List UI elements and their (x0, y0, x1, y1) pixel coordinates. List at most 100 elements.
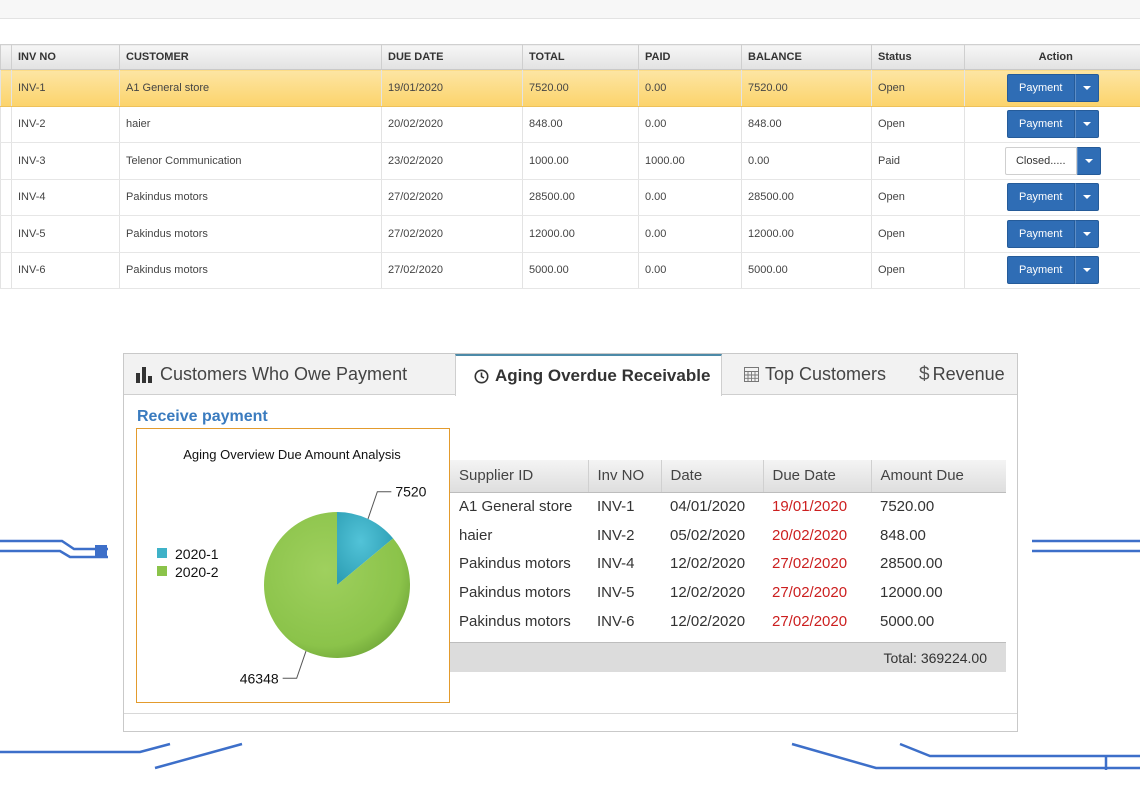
action-dropdown-toggle[interactable] (1074, 219, 1099, 248)
inv-no-cell: INV-3 (11, 142, 120, 180)
action-dropdown-toggle[interactable] (1074, 110, 1099, 139)
pie-chart-canvas: Aging Overview Due Amount Analysis 2020-… (157, 447, 427, 686)
aging-receivable-table: Supplier ID Inv NO Date Due Date Amount … (450, 460, 1006, 636)
action-button-group: Payment (1006, 73, 1099, 102)
invoice-row[interactable]: INV-3 Telenor Communication 23/02/2020 1000… (0, 142, 1140, 180)
column-header-customer[interactable]: CUSTOMER (119, 44, 382, 70)
paid-cell: 0.00 (638, 179, 742, 216)
column-header-supplier-id[interactable]: Supplier ID (450, 460, 588, 493)
panel-footer-divider (124, 713, 1017, 714)
invoice-row[interactable]: INV-2 haier 20/02/2020 848.00 0.00 848.00 Open… (0, 106, 1140, 143)
column-header-action: Action (964, 44, 1140, 70)
aging-row[interactable]: A1 General store INV-1 04/01/2020 19/01/202… (450, 492, 1006, 521)
due-date-cell: 19/01/2020 (772, 498, 848, 516)
invoice-row[interactable]: INV-1 A1 General store 19/01/2020 7520.00 0.… (0, 69, 1140, 107)
aging-pie-chart: Aging Overview Due Amount Analysis 2020-… (136, 428, 450, 703)
pie-slice-2020-1[interactable] (337, 512, 394, 585)
row-selector[interactable] (0, 252, 12, 289)
due-date-cell: 27/02/2020 (381, 252, 523, 289)
due-date-cell: 27/02/2020 (381, 215, 523, 253)
action-button-group: Payment (1006, 256, 1099, 285)
balance-cell: 5000.00 (741, 252, 872, 289)
payment-button[interactable]: Payment (1006, 219, 1075, 248)
pie-slice-2020-2[interactable] (264, 512, 410, 658)
total-cell: 28500.00 (522, 179, 639, 216)
action-dropdown-toggle[interactable] (1074, 73, 1099, 102)
column-header-inv-no[interactable]: Inv NO (587, 460, 661, 493)
action-button-group: Payment (1006, 219, 1099, 248)
data-label-2020-1: 7520 (395, 484, 426, 500)
date-cell: 04/01/2020 (670, 498, 746, 516)
supplier-cell: Pakindus motors (459, 555, 571, 573)
tab-top-customers[interactable]: Top Customers (722, 354, 902, 395)
calendar-icon (744, 367, 759, 382)
due-date-cell: 27/02/2020 (381, 179, 523, 216)
column-header-due-date[interactable]: DUE DATE (381, 44, 523, 70)
inv-no-cell: INV-6 (597, 613, 635, 631)
top-toolbar-strip (0, 0, 1140, 19)
status-cell: Open (871, 69, 965, 107)
payment-button[interactable]: Payment (1006, 256, 1075, 285)
column-header-balance[interactable]: BALANCE (741, 44, 872, 70)
customer-cell: A1 General store (119, 69, 382, 107)
row-selector[interactable] (0, 179, 12, 216)
aging-row[interactable]: Pakindus motors INV-5 12/02/2020 27/02/2020… (450, 578, 1006, 607)
aging-header-row: Supplier ID Inv NO Date Due Date Amount … (450, 460, 1006, 493)
aging-row[interactable]: Pakindus motors INV-6 12/02/2020 27/02/2020… (450, 607, 1006, 636)
row-selector[interactable] (0, 215, 12, 253)
status-cell: Open (871, 252, 965, 289)
action-dropdown-toggle[interactable] (1074, 256, 1099, 285)
tab-label: Customers Who Owe Payment (160, 364, 408, 384)
callout-line-2020-1 (367, 491, 392, 520)
invoice-header-row: INV NO CUSTOMER DUE DATE TOTAL PAID BALA… (0, 44, 1140, 70)
invoice-row[interactable]: INV-5 Pakindus motors 27/02/2020 12000.00 0.… (0, 215, 1140, 253)
balance-cell: 12000.00 (741, 215, 872, 253)
due-date-cell: 20/02/2020 (381, 106, 523, 143)
caret-down-icon (1084, 158, 1093, 163)
tab-label: Revenue (932, 364, 1005, 384)
invoice-row[interactable]: INV-6 Pakindus motors 27/02/2020 5000.00 0.0… (0, 252, 1140, 289)
tab-revenue[interactable]: $ Revenue (902, 354, 1017, 395)
aging-row[interactable]: haier INV-2 05/02/2020 20/02/2020 848.00 (450, 521, 1006, 550)
status-cell: Open (871, 106, 965, 143)
due-date-cell: 27/02/2020 (772, 613, 848, 631)
tab-aging-overdue-receivable[interactable]: Aging Overdue Receivable (455, 354, 722, 396)
column-header-total[interactable]: TOTAL (522, 44, 639, 70)
customer-cell: Pakindus motors (119, 252, 382, 289)
aging-row[interactable]: Pakindus motors INV-4 12/02/2020 27/02/2020… (450, 550, 1006, 579)
tab-customers-who-owe-payment[interactable]: Customers Who Owe Payment (124, 354, 455, 395)
closed-button[interactable]: Closed..... (1004, 146, 1077, 175)
customer-cell: Telenor Communication (119, 142, 382, 180)
invoice-row[interactable]: INV-4 Pakindus motors 27/02/2020 28500.00 0.… (0, 179, 1140, 216)
action-cell: Closed..... (964, 142, 1140, 180)
chart-title: Aging Overview Due Amount Analysis (183, 447, 401, 462)
payment-button[interactable]: Payment (1006, 73, 1075, 102)
column-header-paid[interactable]: PAID (638, 44, 742, 70)
column-header-inv-no[interactable]: INV NO (11, 44, 120, 70)
column-header-due-date[interactable]: Due Date (762, 460, 871, 493)
row-selector[interactable] (0, 142, 12, 180)
chart-legend: 2020-1 2020-2 (157, 546, 219, 580)
paid-cell: 0.00 (638, 106, 742, 143)
payment-button[interactable]: Payment (1006, 110, 1075, 139)
pie-slices (264, 512, 410, 658)
action-button-group: Payment (1006, 110, 1099, 139)
aging-table-body: A1 General store INV-1 04/01/2020 19/01/202… (450, 492, 1006, 636)
action-dropdown-toggle[interactable] (1074, 183, 1099, 212)
dollar-icon: $ (919, 363, 930, 385)
supplier-cell: Pakindus motors (459, 584, 571, 602)
action-cell: Payment (964, 179, 1140, 216)
status-cell: Paid (871, 142, 965, 180)
payment-button[interactable]: Payment (1006, 183, 1075, 212)
row-selector[interactable] (0, 69, 12, 107)
tab-label: Aging Overdue Receivable (495, 366, 711, 385)
column-header-status[interactable]: Status (871, 44, 965, 70)
balance-cell: 0.00 (741, 142, 872, 180)
column-header-date[interactable]: Date (660, 460, 763, 493)
row-selector[interactable] (0, 106, 12, 143)
callout-line-2020-2 (282, 650, 307, 679)
action-dropdown-toggle[interactable] (1076, 146, 1101, 175)
caret-down-icon (1082, 268, 1091, 273)
column-header-amount-due[interactable]: Amount Due (870, 460, 1006, 493)
inv-no-cell: INV-6 (11, 252, 120, 289)
